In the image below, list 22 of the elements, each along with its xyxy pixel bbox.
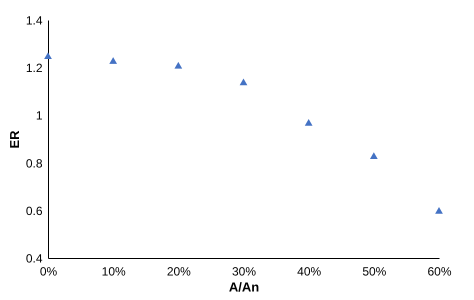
point xyxy=(435,207,443,214)
point xyxy=(174,62,182,69)
y-tick-label: 0.6 xyxy=(26,204,43,218)
point xyxy=(304,118,313,126)
y-tick-label: 1 xyxy=(36,108,43,123)
y-tick-label: 0.8 xyxy=(26,156,43,170)
x-tick-label: 60% xyxy=(427,264,452,278)
x-tick-label: 40% xyxy=(297,264,322,278)
x-tick-label: 20% xyxy=(166,264,192,278)
x-tick-label: 30% xyxy=(232,264,256,278)
x-tick-label: 10% xyxy=(102,264,126,278)
point xyxy=(44,52,52,60)
point xyxy=(240,78,248,86)
point xyxy=(109,57,118,64)
y-tick-label: 0.4 xyxy=(26,252,43,266)
x-tick-label: 50% xyxy=(362,264,387,278)
point xyxy=(370,152,378,160)
x-axis-title: A/An xyxy=(228,280,260,294)
y-tick-label: 1.4 xyxy=(26,14,43,28)
y-axis-title: ER xyxy=(6,130,22,149)
x-tick-label: 0% xyxy=(40,264,58,278)
y-tick-label: 1.2 xyxy=(26,61,43,76)
